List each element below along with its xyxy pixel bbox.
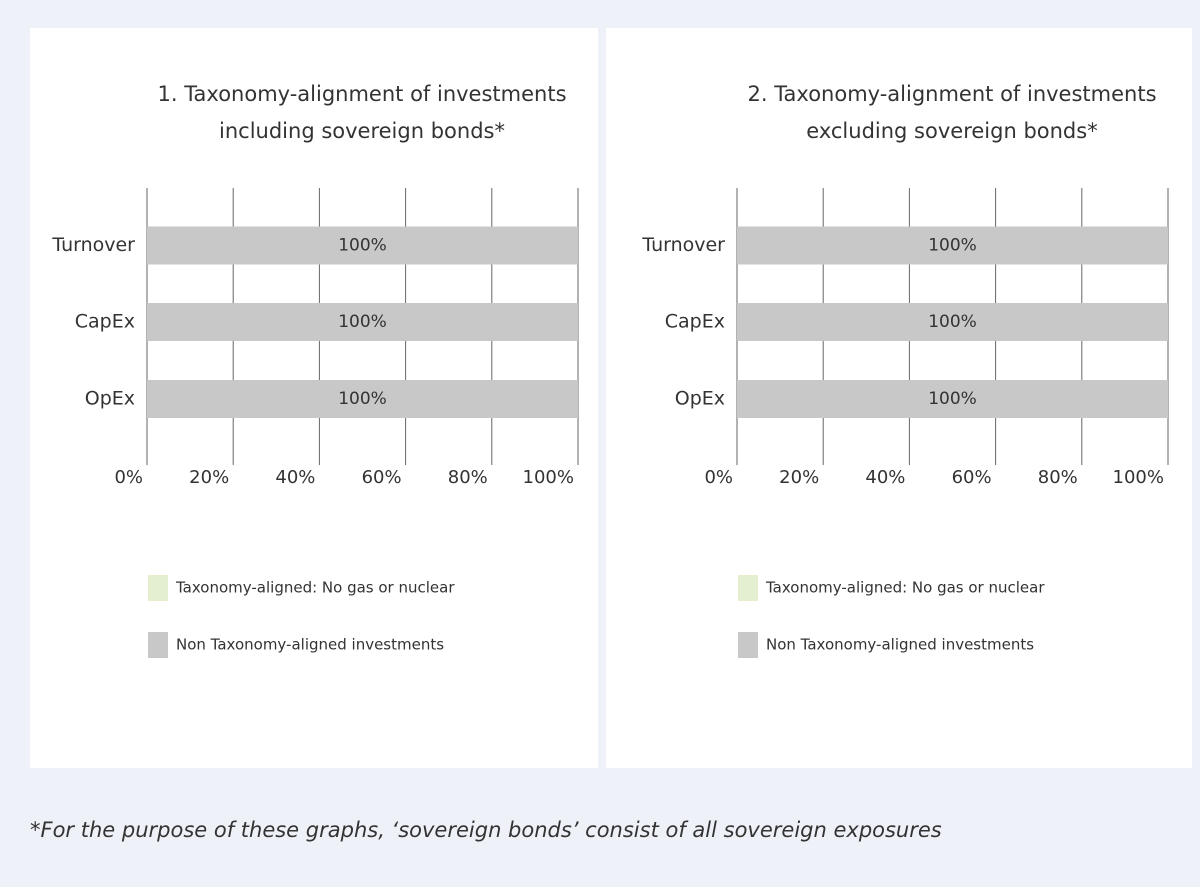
chart-title: 1. Taxonomy-alignment of investments inc… (157, 82, 567, 143)
legend-label: Non Taxonomy-aligned investments (766, 636, 1034, 654)
legend-swatch (148, 575, 168, 601)
bar (147, 226, 578, 265)
data-label: 100% (338, 236, 387, 256)
data-label: 100% (338, 312, 387, 332)
x-tick-label: 20% (189, 467, 229, 488)
bar (737, 226, 1168, 265)
legend-label: Taxonomy-aligned: No gas or nuclear (765, 579, 1045, 597)
bar (737, 380, 1168, 418)
chart-title: 2. Taxonomy-alignment of investments exc… (747, 82, 1157, 143)
x-tick-label: 0% (114, 467, 143, 488)
y-tick-label: CapEx (75, 311, 135, 333)
data-label: 100% (338, 389, 387, 409)
y-tick-label: CapEx (665, 311, 725, 333)
x-tick-label: 40% (865, 467, 905, 488)
bar (147, 380, 578, 418)
data-label: 100% (928, 236, 977, 256)
x-tick-label: 100% (523, 467, 574, 488)
legend-label: Non Taxonomy-aligned investments (176, 636, 444, 654)
legend-swatch (738, 575, 758, 601)
y-tick-label: OpEx (675, 388, 725, 410)
y-tick-label: Turnover (51, 234, 135, 256)
legend-swatch (148, 632, 168, 658)
bar (737, 303, 1168, 341)
footnote: *For the purpose of these graphs, ‘sover… (30, 818, 942, 842)
x-tick-label: 60% (952, 467, 992, 488)
legend-label: Taxonomy-aligned: No gas or nuclear (175, 579, 455, 597)
x-tick-label: 20% (779, 467, 819, 488)
y-tick-label: OpEx (85, 388, 135, 410)
x-tick-label: 80% (448, 467, 488, 488)
x-tick-label: 0% (704, 467, 733, 488)
legend-swatch (738, 632, 758, 658)
x-tick-label: 60% (362, 467, 402, 488)
x-tick-label: 80% (1038, 467, 1078, 488)
x-tick-label: 100% (1113, 467, 1164, 488)
y-tick-label: Turnover (641, 234, 725, 256)
bar (147, 303, 578, 341)
x-tick-label: 40% (275, 467, 315, 488)
data-label: 100% (928, 389, 977, 409)
data-label: 100% (928, 312, 977, 332)
